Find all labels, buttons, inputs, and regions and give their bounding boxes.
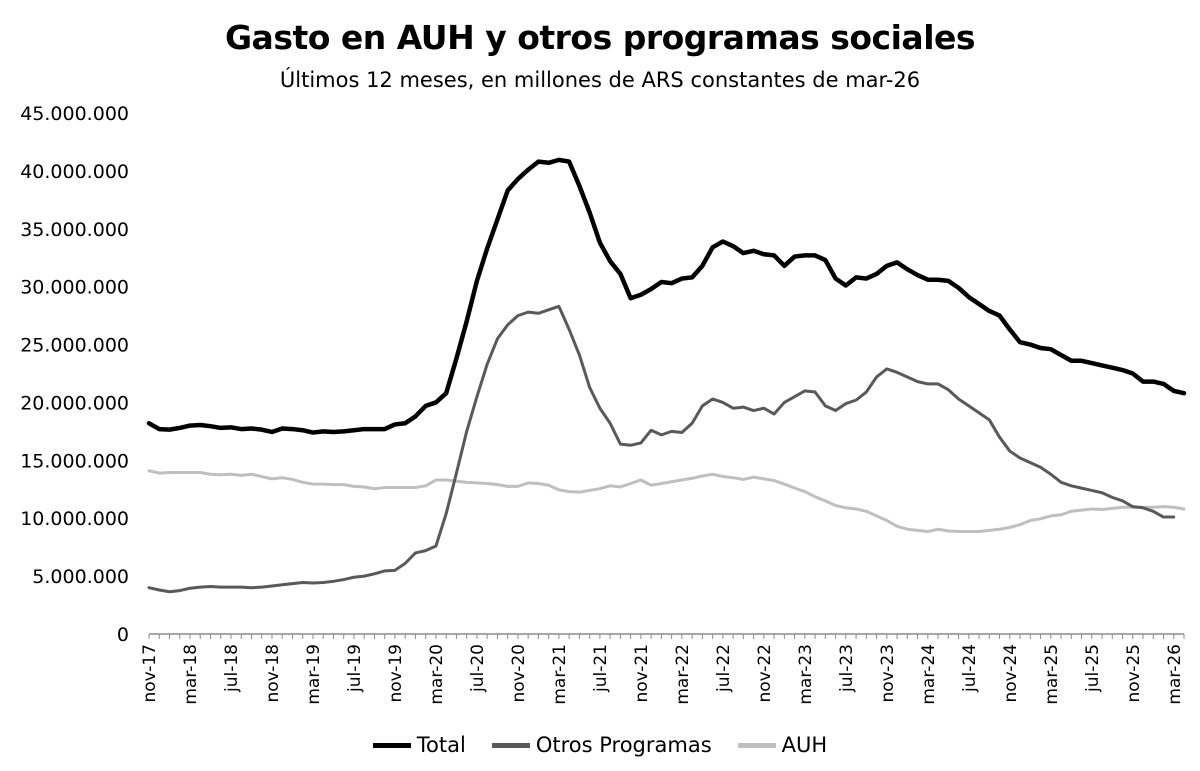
series-line-auh bbox=[147, 469, 1186, 534]
x-tick-label: nov-25 bbox=[1124, 644, 1144, 703]
legend-label-total: Total bbox=[416, 733, 466, 757]
y-tick-label: 35.000.000 bbox=[20, 219, 129, 241]
x-tick-label: jul-19 bbox=[345, 644, 365, 693]
y-tick-label: 45.000.000 bbox=[20, 103, 129, 125]
legend-swatch-auh bbox=[737, 742, 776, 748]
x-tick-label: nov-17 bbox=[140, 644, 160, 703]
x-tick-label: nov-23 bbox=[878, 644, 898, 703]
x-tick-label: jul-24 bbox=[960, 644, 980, 693]
y-tick-label: 5.000.000 bbox=[32, 566, 129, 588]
y-axis-ticks: 0 5.000.000 10.000.000 15.000.000 20.000.000… bbox=[20, 103, 129, 646]
x-tick-label: jul-21 bbox=[591, 644, 611, 693]
x-tick-label: nov-21 bbox=[632, 644, 652, 703]
x-tick-label: jul-20 bbox=[468, 644, 488, 693]
y-tick-label: 40.000.000 bbox=[20, 161, 129, 183]
x-tick-label: nov-20 bbox=[509, 644, 529, 703]
series-line-total bbox=[146, 157, 1187, 435]
y-tick-label: 15.000.000 bbox=[20, 450, 129, 472]
x-tick-label: mar-20 bbox=[427, 644, 447, 705]
y-tick-label: 10.000.000 bbox=[20, 508, 129, 530]
x-tick-label: mar-19 bbox=[304, 644, 324, 705]
chart-title: Gasto en AUH y otros programas sociales bbox=[224, 18, 976, 57]
legend-swatch-otros-programas bbox=[491, 742, 530, 748]
x-tick-label: nov-18 bbox=[263, 644, 283, 703]
y-tick-label: 30.000.000 bbox=[20, 277, 129, 299]
legend-label-otros-programas: Otros Programas bbox=[535, 733, 712, 757]
legend-swatch-total bbox=[372, 742, 411, 748]
x-tick-label: mar-23 bbox=[796, 644, 816, 705]
legend-item-otros-programas: Otros Programas bbox=[491, 733, 712, 757]
series-line-otros-programas bbox=[147, 304, 1176, 594]
x-tick-label: mar-18 bbox=[181, 644, 201, 705]
y-tick-label: 25.000.000 bbox=[20, 335, 129, 357]
y-tick-label: 20.000.000 bbox=[20, 392, 129, 414]
chart-subtitle: Últimos 12 meses, en millones de ARS con… bbox=[279, 68, 921, 92]
series-lines bbox=[146, 157, 1187, 594]
x-axis: nov-17 mar-18 jul-18 nov-18 mar-19 jul-19 nov-… bbox=[140, 633, 1185, 705]
x-tick-label: jul-18 bbox=[222, 644, 242, 693]
x-tick-label: jul-25 bbox=[1083, 644, 1103, 693]
x-tick-label: nov-24 bbox=[1001, 644, 1021, 703]
x-tick-label: nov-22 bbox=[755, 644, 775, 703]
x-tick-label: nov-19 bbox=[386, 644, 406, 703]
x-tick-label: jul-23 bbox=[837, 644, 857, 693]
legend: Total Otros Programas AUH bbox=[0, 733, 1200, 757]
x-tick-label: mar-21 bbox=[550, 644, 570, 705]
legend-item-total: Total bbox=[372, 733, 466, 757]
x-tick-label: mar-22 bbox=[673, 644, 693, 705]
legend-label-auh: AUH bbox=[781, 733, 828, 757]
x-tick-label: jul-22 bbox=[714, 644, 734, 693]
x-tick-label: mar-26 bbox=[1165, 644, 1185, 705]
x-tick-label: mar-25 bbox=[1042, 644, 1062, 705]
y-tick-label: 0 bbox=[117, 624, 129, 646]
x-tick-label: mar-24 bbox=[919, 644, 939, 705]
legend-item-auh: AUH bbox=[737, 733, 828, 757]
